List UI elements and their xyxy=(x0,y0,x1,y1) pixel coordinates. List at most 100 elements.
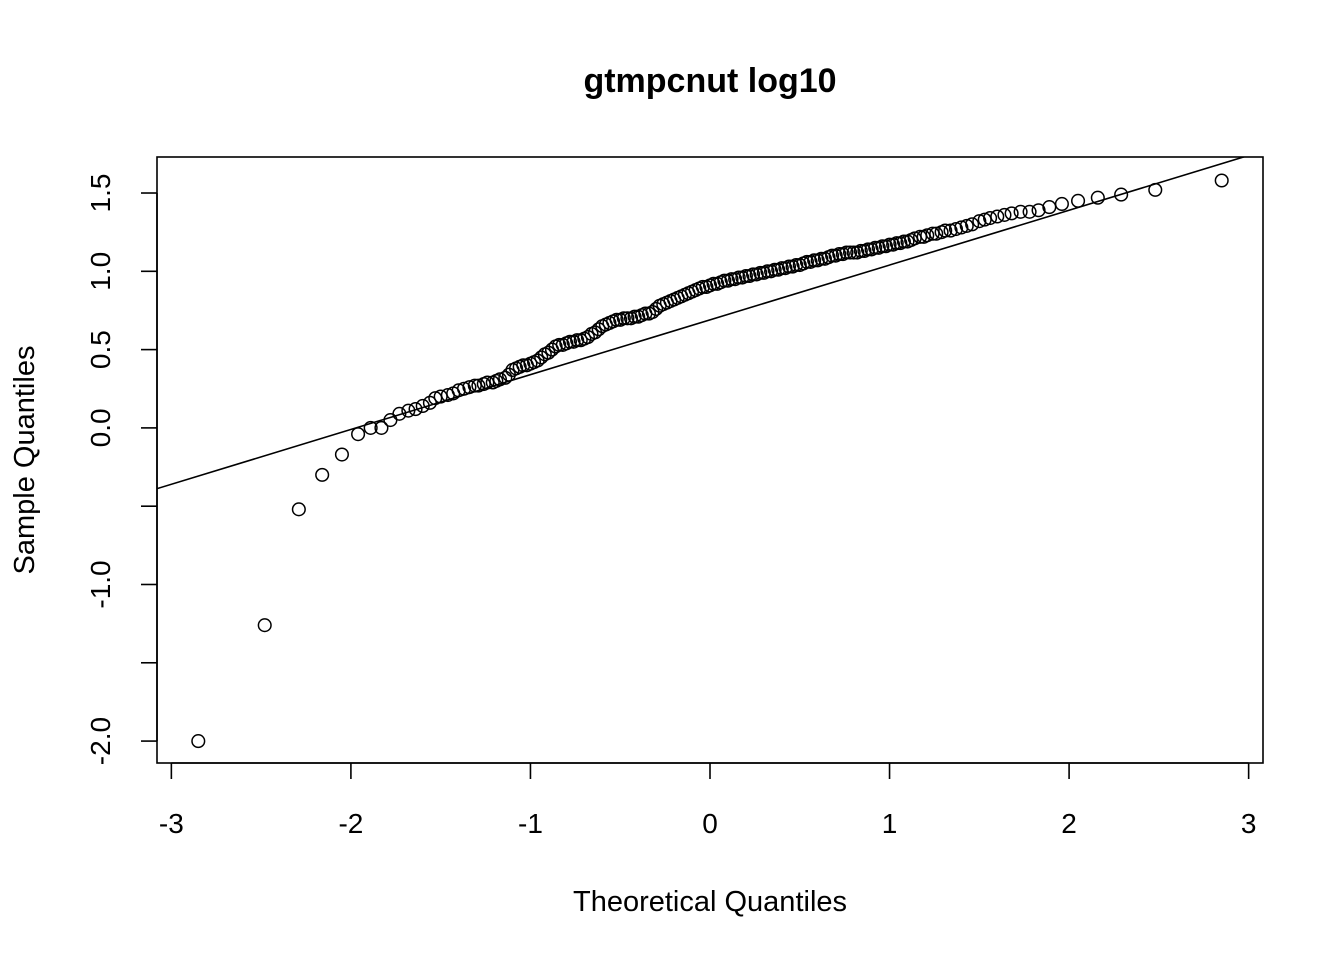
data-point xyxy=(627,309,642,324)
data-point xyxy=(789,257,804,273)
data-point xyxy=(814,251,829,266)
data-point xyxy=(842,245,858,260)
data-point xyxy=(724,272,739,287)
data-point xyxy=(1071,193,1086,208)
data-point xyxy=(983,211,998,226)
data-point xyxy=(534,350,549,365)
data-point xyxy=(746,267,761,282)
data-point xyxy=(570,333,585,348)
data-point xyxy=(609,312,624,327)
data-point xyxy=(875,239,890,254)
x-tick-label: 1 xyxy=(882,808,898,839)
y-tick-label: -1.0 xyxy=(85,560,116,608)
x-tick-label: 2 xyxy=(1061,808,1077,839)
data-point xyxy=(825,248,840,263)
data-point xyxy=(965,217,980,232)
data-point xyxy=(516,358,531,373)
y-tick-label: 0.5 xyxy=(85,330,116,369)
data-point xyxy=(807,253,822,268)
data-point xyxy=(997,207,1012,222)
x-tick-label: -3 xyxy=(159,808,184,839)
data-point xyxy=(767,262,782,277)
data-point xyxy=(738,268,753,284)
data-point xyxy=(451,383,466,398)
chart-title: gtmpcnut log10 xyxy=(583,62,836,100)
points-group xyxy=(191,173,1229,749)
data-point xyxy=(799,254,815,269)
plot-area xyxy=(156,156,1264,764)
data-point xyxy=(760,264,775,279)
data-point xyxy=(1214,173,1229,188)
x-tick-label: -1 xyxy=(518,808,543,839)
y-axis-label: Sample Quantiles xyxy=(9,346,41,575)
data-point xyxy=(781,259,797,274)
data-point xyxy=(456,381,472,396)
data-point xyxy=(401,403,416,418)
data-point xyxy=(959,218,974,233)
data-point xyxy=(1090,190,1105,205)
data-point xyxy=(1022,204,1037,219)
data-point xyxy=(990,209,1005,224)
data-point xyxy=(943,223,958,238)
data-point xyxy=(753,265,768,280)
data-point xyxy=(1042,200,1057,215)
data-point xyxy=(462,380,477,395)
data-point xyxy=(291,502,306,517)
reference-line-group xyxy=(157,157,1247,490)
data-point xyxy=(839,245,854,260)
data-point xyxy=(1004,206,1019,221)
x-axis: -3 -2 -1 0 1 2 3 xyxy=(159,762,1257,839)
data-point xyxy=(351,427,366,442)
data-point xyxy=(832,247,847,262)
data-point xyxy=(731,270,746,285)
data-point xyxy=(257,618,272,633)
data-point xyxy=(695,279,710,295)
data-point xyxy=(1148,182,1163,197)
data-point xyxy=(717,273,732,288)
reference-line xyxy=(157,157,1247,490)
x-tick-label: 0 xyxy=(702,808,718,839)
data-point xyxy=(860,242,876,257)
data-point xyxy=(471,378,486,393)
data-point xyxy=(492,372,507,387)
x-tick-label: -2 xyxy=(338,808,363,839)
data-point xyxy=(616,311,631,326)
data-point xyxy=(315,467,330,482)
data-point xyxy=(498,370,513,385)
data-point xyxy=(972,214,987,229)
data-point xyxy=(392,406,407,421)
x-axis-label: Theoretical Quantiles xyxy=(573,886,847,918)
data-point xyxy=(1031,203,1046,218)
data-point xyxy=(191,734,206,749)
data-point xyxy=(1054,196,1069,212)
y-axis: -2.0 -1.0 0.0 0.5 1.0 1.5 xyxy=(85,174,158,765)
data-point xyxy=(929,226,944,241)
data-point xyxy=(374,420,389,435)
data-point xyxy=(882,237,897,252)
plot-frame xyxy=(156,156,1264,764)
data-point xyxy=(415,398,430,414)
y-tick-label: -2.0 xyxy=(85,717,116,765)
data-point xyxy=(706,276,721,291)
x-tick-label: 3 xyxy=(1241,808,1257,839)
data-point xyxy=(868,240,883,255)
data-point xyxy=(774,261,789,276)
data-point xyxy=(954,220,969,235)
data-point xyxy=(363,420,378,435)
y-tick-label: 1.0 xyxy=(85,252,116,291)
data-point xyxy=(334,447,349,462)
data-point xyxy=(920,228,935,243)
data-point xyxy=(580,330,595,345)
data-point xyxy=(889,236,904,251)
data-point xyxy=(1013,204,1028,219)
data-point xyxy=(1114,187,1129,202)
data-point xyxy=(552,337,567,352)
data-point xyxy=(649,301,664,316)
data-point xyxy=(938,223,953,238)
data-point xyxy=(408,402,423,417)
data-point xyxy=(948,221,964,237)
data-point xyxy=(383,413,398,428)
data-point xyxy=(853,243,868,259)
data-point xyxy=(562,334,578,349)
